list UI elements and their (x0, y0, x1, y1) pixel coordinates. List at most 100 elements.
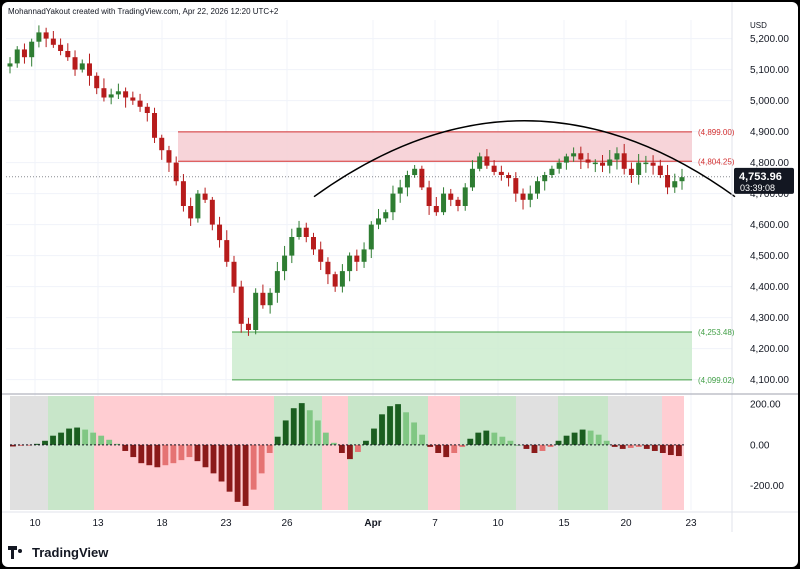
price-tick-label: 4,200.00 (750, 344, 789, 355)
oscillator-bar (467, 438, 474, 445)
oscillator-bar (611, 444, 618, 447)
candle-body (238, 286, 244, 324)
oscillator-bar (635, 444, 642, 447)
candle-body (202, 193, 208, 200)
price-tick-label: 5,200.00 (750, 34, 789, 45)
oscillator-bar (491, 432, 498, 445)
candle-body (665, 175, 671, 188)
candle-body (137, 100, 143, 107)
time-tick-label: Apr (364, 518, 381, 529)
support-bottom-label: (4,099.02) (698, 376, 735, 385)
price-tick-label: 4,500.00 (750, 251, 789, 262)
candle-body (607, 159, 613, 166)
candle-body (108, 94, 114, 98)
oscillator-bar (66, 428, 72, 445)
candle-body (469, 168, 475, 188)
candle-body (7, 63, 13, 67)
candle-body (672, 181, 678, 188)
oscillator-bar (667, 444, 674, 456)
candle-body (29, 41, 35, 58)
candle-body (390, 193, 396, 213)
oscillator-bar (563, 435, 570, 445)
oscillator-bar (435, 444, 442, 453)
candle-body (477, 156, 483, 169)
tradingview-brand[interactable]: TradingView (8, 543, 108, 561)
candle-body (159, 137, 165, 151)
oscillator-bar (363, 440, 369, 445)
countdown-label: 03:39:08 (740, 183, 775, 193)
candle-body (354, 255, 360, 262)
candle-body (130, 97, 136, 101)
oscillator-bar (202, 444, 209, 468)
candle-body (253, 292, 259, 330)
oscillator-bar (507, 440, 514, 445)
oscillator-bar (186, 444, 193, 458)
candle-body (86, 63, 92, 76)
oscillator-bar (603, 440, 610, 445)
oscillator-bar (651, 444, 658, 451)
time-tick-label: 20 (620, 518, 632, 529)
oscillator-bar (170, 444, 177, 464)
oscillator-bar (114, 443, 121, 445)
candle-body (152, 113, 158, 138)
oscillator-band (460, 396, 516, 510)
price-tick-label: 4,900.00 (750, 127, 789, 138)
oscillator-bar (555, 440, 562, 445)
price-tick-label: 5,100.00 (750, 65, 789, 76)
candle-body (441, 193, 447, 213)
last-price-label: 4,753.96 (739, 171, 782, 183)
oscillator-bar (122, 444, 129, 451)
candle-body (180, 181, 186, 206)
candle-body (643, 162, 649, 165)
oscillator-bar (194, 444, 201, 462)
oscillator-bar (154, 444, 161, 468)
candle-body (578, 153, 584, 160)
candle-body (101, 88, 107, 98)
oscillator-bar (90, 432, 97, 445)
candle-body (549, 168, 555, 175)
time-tick-label: 15 (558, 518, 570, 529)
oscillator-bar (98, 435, 105, 445)
candle-body (245, 323, 251, 330)
candle-body (267, 292, 273, 306)
oscillator-bar (379, 414, 385, 445)
candle-body (325, 261, 331, 275)
oscillator-bar (250, 444, 257, 490)
chart-credit: MohannadYakout created with TradingView.… (8, 7, 279, 16)
candle-body (506, 175, 512, 179)
oscillator-bar (282, 420, 289, 445)
candle-body (347, 255, 353, 272)
price-tick-label: 4,700.00 (750, 189, 789, 200)
candle-body (614, 153, 620, 160)
support-zone (232, 332, 692, 380)
oscillator-band (94, 396, 100, 510)
oscillator-bar (146, 444, 153, 466)
candle-body (383, 212, 389, 219)
oscillator-bar (82, 429, 89, 445)
oscillator-bar (106, 439, 113, 445)
brand-label: TradingView (32, 544, 109, 560)
candle-body (542, 175, 548, 182)
oscillator-bar (290, 408, 297, 445)
candle-body (376, 218, 382, 225)
oscillator-bar (58, 432, 64, 445)
price-tick-label: 4,300.00 (750, 313, 789, 324)
oscillator-bar (162, 444, 169, 466)
oscillator-band (608, 396, 662, 510)
candle-body (217, 224, 223, 241)
candle-body (361, 249, 367, 262)
oscillator-bar (387, 406, 393, 445)
resistance-zone (178, 131, 692, 162)
oscillator-bar (330, 442, 337, 445)
time-tick-label: 10 (492, 518, 504, 529)
oscillator-bar (531, 444, 538, 453)
candle-body (296, 227, 302, 237)
candle-body (600, 162, 606, 166)
oscillator-bar (322, 432, 329, 445)
candle-body (419, 168, 425, 188)
oscillator-bar (499, 436, 506, 445)
oscillator-bar (643, 444, 650, 449)
candle-body (231, 261, 237, 287)
